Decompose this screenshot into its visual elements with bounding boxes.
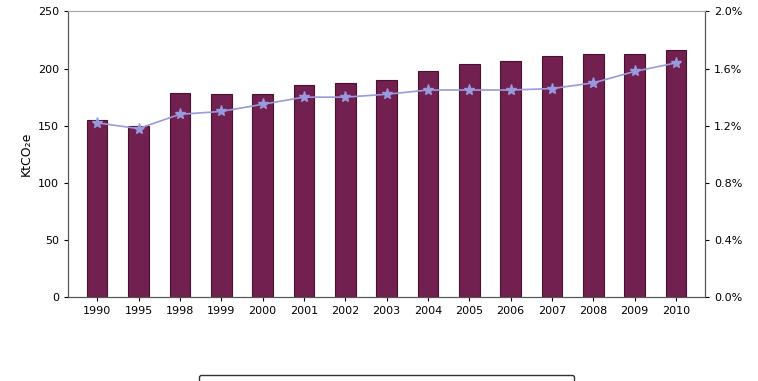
Bar xyxy=(500,61,521,297)
Bar xyxy=(418,71,438,297)
Bar xyxy=(87,120,108,297)
Bar xyxy=(459,64,480,297)
Y-axis label: KtCO₂e: KtCO₂e xyxy=(20,132,33,176)
Bar xyxy=(542,56,562,297)
Bar xyxy=(625,54,645,297)
Bar xyxy=(211,94,231,297)
Bar xyxy=(128,126,149,297)
Bar xyxy=(170,93,190,297)
Bar xyxy=(376,80,397,297)
Bar xyxy=(335,83,356,297)
Bar xyxy=(293,85,315,297)
Bar xyxy=(583,54,603,297)
Legend: Total Rail, Rail as a % of total transport emissions: Total Rail, Rail as a % of total transpo… xyxy=(199,375,574,381)
Bar xyxy=(252,94,273,297)
Bar xyxy=(666,50,686,297)
